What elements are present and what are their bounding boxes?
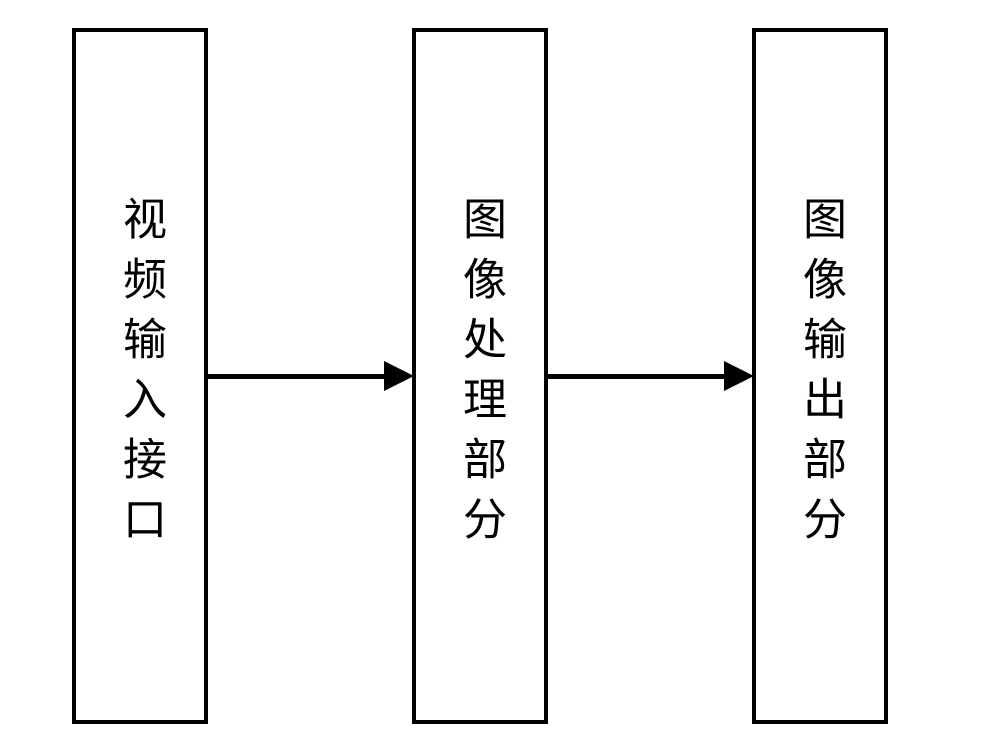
arrow-head-icon (384, 361, 414, 391)
arrow-line (548, 374, 726, 379)
block-label: 图像输出部分 (798, 196, 842, 556)
block-image-processing-part: 图像处理部分 (412, 28, 548, 724)
block-video-input-interface: 视频输入接口 (72, 28, 208, 724)
arrow-head-icon (724, 361, 754, 391)
block-label: 视频输入接口 (118, 196, 162, 556)
flowchart-diagram: 视频输入接口 图像处理部分 图像输出部分 (72, 28, 922, 724)
arrow-line (208, 374, 386, 379)
block-label: 图像处理部分 (458, 196, 502, 556)
block-image-output-part: 图像输出部分 (752, 28, 888, 724)
